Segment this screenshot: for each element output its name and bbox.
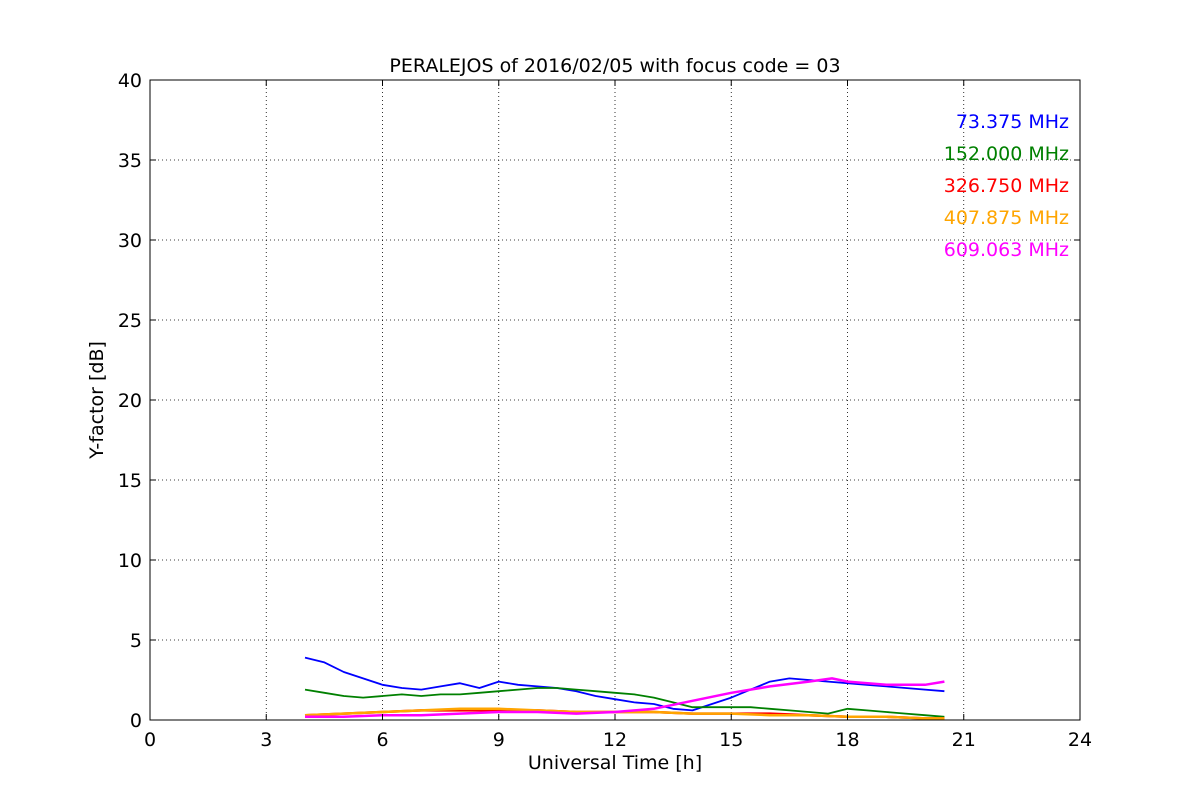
y-tick-label: 0 bbox=[130, 710, 142, 732]
y-tick-label: 35 bbox=[118, 150, 142, 172]
x-tick-label: 12 bbox=[603, 729, 627, 751]
series-line-4 bbox=[304, 707, 945, 720]
y-tick-label: 40 bbox=[118, 70, 142, 92]
legend-entry: 73.375 MHz bbox=[956, 111, 1069, 133]
x-tick-label: 0 bbox=[144, 729, 156, 751]
x-tick-label: 3 bbox=[260, 729, 272, 751]
legend-entry: 407.875 MHz bbox=[944, 207, 1069, 229]
series-line-5 bbox=[305, 677, 945, 719]
legend-entry: 609.063 MHz bbox=[944, 239, 1069, 261]
x-tick-label: 21 bbox=[952, 729, 976, 751]
legend-entry: 152.000 MHz bbox=[944, 143, 1069, 165]
y-axis-label: Y-factor [dB] bbox=[86, 341, 108, 460]
series-line-2 bbox=[304, 687, 945, 718]
y-tick-label: 5 bbox=[130, 630, 142, 652]
y-tick-label: 30 bbox=[118, 230, 142, 252]
x-tick-label: 24 bbox=[1068, 729, 1092, 751]
chart-title: PERALEJOS of 2016/02/05 with focus code … bbox=[389, 55, 840, 77]
series-layer bbox=[304, 656, 945, 720]
x-tick-label: 15 bbox=[719, 729, 743, 751]
axes: 0 3 6 9 12 15 18 21 24 0 5 10 15 20 25 30 35 40 bbox=[118, 70, 1092, 751]
x-tick-label: 6 bbox=[376, 729, 388, 751]
x-tick-label: 18 bbox=[835, 729, 859, 751]
legend: 73.375 MHz 152.000 MHz 326.750 MHz 407.875 … bbox=[944, 111, 1069, 261]
legend-entry: 326.750 MHz bbox=[944, 175, 1069, 197]
x-axis-label: Universal Time [h] bbox=[528, 752, 702, 774]
series-line-1 bbox=[304, 656, 945, 712]
y-tick-label: 20 bbox=[118, 390, 142, 412]
y-tick-label: 15 bbox=[118, 470, 142, 492]
y-tick-label: 10 bbox=[118, 550, 142, 572]
x-tick-label: 9 bbox=[493, 729, 505, 751]
y-tick-label: 25 bbox=[118, 310, 142, 332]
grid bbox=[150, 80, 1080, 720]
